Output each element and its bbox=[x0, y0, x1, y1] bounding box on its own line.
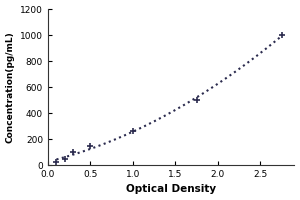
X-axis label: Optical Density: Optical Density bbox=[126, 184, 216, 194]
Y-axis label: Concentration(pg/mL): Concentration(pg/mL) bbox=[6, 31, 15, 143]
